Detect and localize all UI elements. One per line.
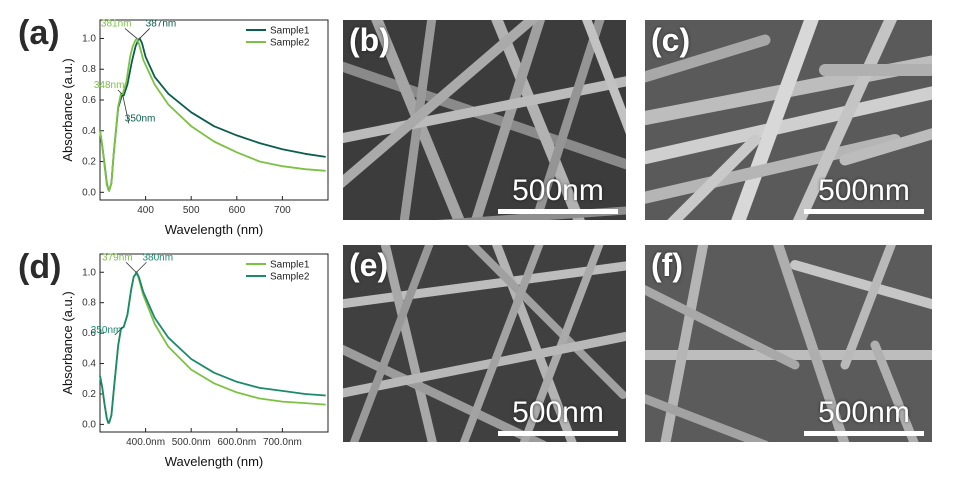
y-tick-label: 0.8: [82, 64, 96, 75]
y-tick-label: 1.0: [82, 33, 96, 44]
annotation-pointer: [122, 95, 130, 124]
scale-bar-label: 500nm: [512, 174, 604, 207]
sem-c-nanowires-graphic: [645, 20, 932, 220]
x-tick-label: 600.0nm: [217, 437, 256, 448]
y-tick-label: 1.0: [82, 267, 96, 278]
annotation-pointer: [136, 261, 147, 273]
chart-a-svg: 0.0 0.2 0.4 0.6 0.8 1.0 400 500 600 700 Wavelength…: [60, 18, 329, 237]
scale-bar-line: [498, 209, 618, 214]
x-tick-label: 500: [183, 205, 200, 216]
y-tick-label: 0.4: [82, 126, 96, 137]
absorbance-chart-d: 0.0 0.2 0.4 0.6 0.8 1.0 400.0nm 500.0nm 600.0nm 7…: [0, 240, 340, 480]
sem-image-e: (e) 500nm: [343, 245, 626, 442]
scale-bar-label: 500nm: [818, 396, 910, 429]
annotation-label: 379nm: [102, 252, 133, 263]
annotation-pointer: [125, 261, 137, 273]
scale-bar-e: 500nm: [498, 397, 618, 436]
panel-label-c: (c): [651, 22, 691, 58]
annotation-label: 348nm: [94, 80, 125, 91]
annotation-label: 380nm: [142, 252, 173, 263]
annotation-pointer: [114, 326, 124, 336]
panel-label-b: (b): [349, 22, 390, 58]
sem-image-f: (f) 500nm: [645, 245, 932, 442]
panel-label-a: (a): [18, 14, 60, 52]
plot-frame: [99, 253, 329, 433]
scale-bar-label: 500nm: [512, 396, 604, 429]
panel-label-e: (e): [349, 247, 389, 283]
legend-entry: Sample2: [270, 38, 310, 49]
x-tick-label: 700.0nm: [263, 437, 302, 448]
annotation-pointer: [139, 28, 150, 39]
y-axis-label: Absorbance (a.u.): [60, 291, 75, 394]
annotation-pointer: [124, 28, 138, 39]
x-tick-label: 700: [274, 205, 291, 216]
x-axis-label: Wavelength (nm): [165, 454, 264, 469]
panel-label-f: (f): [651, 247, 683, 283]
scale-bar-line: [804, 431, 924, 436]
absorbance-chart-a: 0.0 0.2 0.4 0.6 0.8 1.0 400 500 600 700 Wavelength…: [0, 0, 340, 250]
sem-image-c: (c) 500nm: [645, 20, 932, 220]
sem-f-nanowires-graphic: [645, 245, 932, 442]
panel-label-d: (d): [18, 248, 62, 286]
y-tick-label: 0.4: [82, 359, 96, 370]
annotation-label: 381nm: [101, 18, 132, 29]
scale-bar-b: 500nm: [498, 175, 618, 214]
annotation-label: 387nm: [146, 18, 177, 29]
scale-bar-line: [498, 431, 618, 436]
annotation-pointer: [117, 89, 123, 95]
legend-entry: Sample1: [270, 260, 310, 271]
y-tick-label: 0.0: [82, 187, 96, 198]
y-axis-label: Absorbance (a.u.): [60, 58, 75, 161]
y-tick-label: 0.8: [82, 298, 96, 309]
y-tick-label: 0.0: [82, 419, 96, 430]
x-tick-label: 600: [228, 205, 245, 216]
legend-entry: Sample2: [270, 272, 310, 283]
y-tick-label: 0.2: [82, 389, 96, 400]
y-tick-label: 0.6: [82, 95, 96, 106]
plot-frame: [99, 19, 329, 201]
y-tick-label: 0.2: [82, 157, 96, 168]
x-tick-label: 400.0nm: [126, 437, 165, 448]
scale-bar-label: 500nm: [818, 174, 910, 207]
series-line-sample2: [99, 37, 326, 192]
chart-d-svg: 0.0 0.2 0.4 0.6 0.8 1.0 400.0nm 500.0nm 600.0nm 7…: [60, 252, 329, 469]
annotation-label: 350nm: [125, 113, 156, 124]
legend-entry: Sample1: [270, 26, 310, 37]
y-tick-label: 0.6: [82, 328, 96, 339]
sem-e-nanowires-graphic: [343, 245, 626, 442]
scale-bar-c: 500nm: [804, 175, 924, 214]
scale-bar-line: [804, 209, 924, 214]
series-line-sample2: [99, 271, 326, 424]
x-axis-label: Wavelength (nm): [165, 222, 264, 237]
scale-bar-f: 500nm: [804, 397, 924, 436]
x-tick-label: 400: [137, 205, 154, 216]
sem-b-nanowires-graphic: [343, 20, 626, 220]
annotation-label: 350nm: [91, 325, 122, 336]
series-line-sample1: [99, 271, 326, 424]
sem-image-b: (b) 500nm: [343, 20, 626, 220]
x-tick-label: 500.0nm: [172, 437, 211, 448]
